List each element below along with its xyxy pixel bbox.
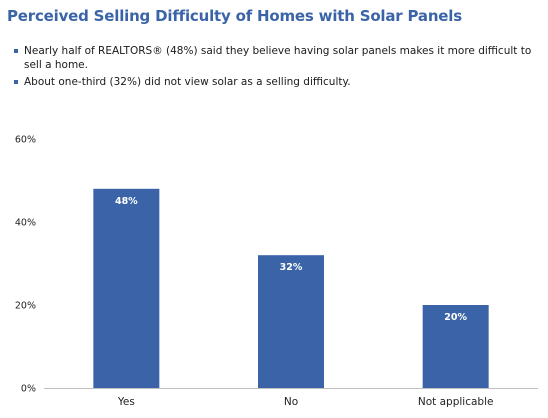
y-tick-label-3: 60%: [15, 135, 36, 146]
category-label-0: Yes: [117, 396, 135, 408]
y-tick-label-2: 40%: [15, 218, 36, 229]
bullet-square-icon: [14, 80, 18, 84]
chart-title: Perceived Selling Difficulty of Homes wi…: [7, 7, 462, 25]
bullet-item-1: Nearly half of REALTORS® (48%) said they…: [14, 45, 534, 72]
category-label-1: No: [284, 396, 298, 408]
bar-0: [93, 188, 160, 388]
data-label-0: 48%: [115, 196, 138, 207]
bullet-square-icon: [14, 49, 18, 53]
bar-2: [422, 305, 489, 388]
bar-1: [258, 255, 324, 388]
bullet-list: Nearly half of REALTORS® (48%) said they…: [14, 45, 534, 94]
y-tick-label-1: 20%: [15, 301, 36, 312]
category-label-2: Not applicable: [418, 396, 494, 408]
bullet-text-1: Nearly half of REALTORS® (48%) said they…: [24, 45, 532, 71]
y-tick-label-0: 0%: [21, 384, 36, 395]
data-label-2: 20%: [444, 312, 467, 323]
bullet-item-2: About one-third (32%) did not view solar…: [14, 76, 534, 90]
bullet-text-2: About one-third (32%) did not view solar…: [24, 76, 351, 88]
data-label-1: 32%: [280, 262, 303, 273]
